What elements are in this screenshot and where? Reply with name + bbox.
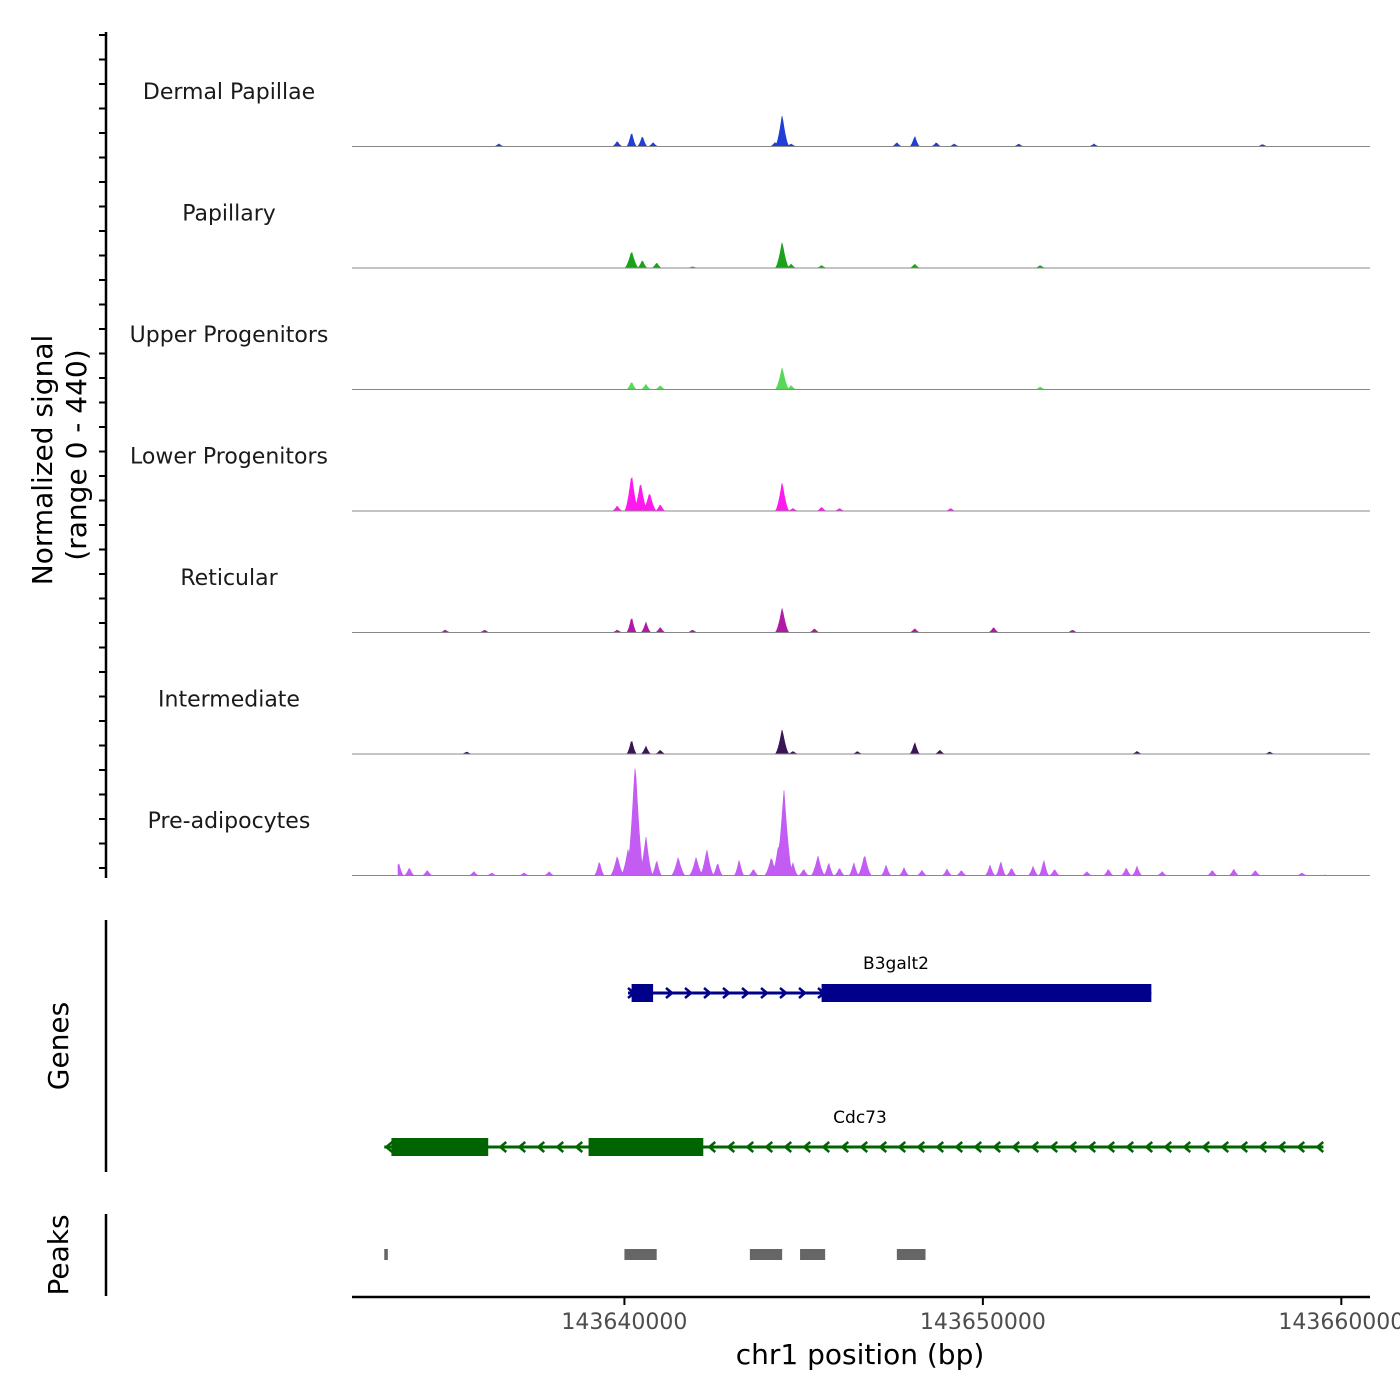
strand-chevron — [745, 1141, 755, 1153]
strand-chevron — [1296, 1141, 1306, 1153]
track-dermal-papillae: Dermal Papillae — [143, 80, 1370, 147]
strand-chevron — [536, 1141, 546, 1153]
track-label: Pre-adipocytes — [148, 809, 311, 834]
strand-chevron — [760, 987, 769, 999]
strand-chevron — [1030, 1141, 1040, 1153]
strand-chevron — [1125, 1141, 1135, 1153]
track-intermediate: Intermediate — [158, 688, 1370, 755]
strand-chevron — [1239, 1141, 1249, 1153]
strand-chevron — [1258, 1141, 1268, 1153]
gene-name-label: Cdc73 — [833, 1108, 887, 1128]
x-tick-label: 143640000 — [561, 1310, 687, 1335]
strand-chevron — [783, 1141, 793, 1153]
strand-chevron — [954, 1141, 964, 1153]
x-tick-label: 143660000 — [1278, 1310, 1400, 1335]
strand-chevron — [726, 1141, 736, 1153]
strand-chevron — [1011, 1141, 1021, 1153]
strand-chevron — [821, 1141, 831, 1153]
strand-chevron — [779, 987, 788, 999]
track-upper-progenitors: Upper Progenitors — [130, 323, 1370, 390]
peak-region — [624, 1249, 657, 1260]
track-label: Upper Progenitors — [130, 323, 329, 348]
gene-annotation: B3galt2 Cdc73 — [384, 954, 1325, 1156]
gene-exon — [631, 984, 654, 1002]
peak-region — [749, 1249, 783, 1260]
coverage-area — [398, 242, 1325, 269]
strand-chevron — [665, 987, 674, 999]
coverage-area — [398, 477, 1325, 512]
gene-b3galt2: B3galt2 — [627, 954, 1152, 1002]
strand-chevron — [741, 987, 750, 999]
strand-chevron — [722, 987, 731, 999]
strand-chevron — [707, 1141, 717, 1153]
strand-chevron — [517, 1141, 527, 1153]
track-reticular: Reticular — [180, 566, 1370, 633]
strand-chevron — [840, 1141, 850, 1153]
strand-chevron — [1277, 1141, 1287, 1153]
strand-chevron — [992, 1141, 1002, 1153]
strand-chevron — [1068, 1141, 1078, 1153]
gene-cdc73: Cdc73 — [384, 1108, 1325, 1156]
peak-region — [384, 1249, 388, 1260]
peak-regions — [384, 1249, 926, 1260]
track-lower-progenitors: Lower Progenitors — [130, 445, 1370, 512]
strand-chevron — [498, 1141, 508, 1153]
peak-region — [896, 1249, 926, 1260]
track-label: Intermediate — [158, 688, 300, 713]
track-label: Dermal Papillae — [143, 80, 315, 105]
coverage-area — [398, 367, 1325, 390]
strand-chevron — [935, 1141, 945, 1153]
gene-exon — [588, 1138, 704, 1156]
strand-chevron — [973, 1141, 983, 1153]
peak-region — [800, 1249, 826, 1260]
strand-chevron — [1201, 1141, 1211, 1153]
signal-axis-ticks — [99, 34, 106, 869]
strand-chevron — [384, 1141, 394, 1153]
signal-axis-range: (range 0 - 440) — [60, 349, 93, 560]
strand-chevron — [897, 1141, 907, 1153]
strand-chevron — [802, 1141, 812, 1153]
strand-chevron — [764, 1141, 774, 1153]
strand-chevron — [555, 1141, 565, 1153]
coverage-area — [397, 768, 1326, 876]
peaks-axis-title: Peaks — [42, 1214, 75, 1295]
strand-chevron — [1163, 1141, 1173, 1153]
strand-chevron — [1315, 1141, 1325, 1153]
strand-chevron — [916, 1141, 926, 1153]
track-label: Papillary — [182, 202, 276, 227]
coverage-tracks: Dermal Papillae Papillary Upper Progenitor… — [130, 80, 1370, 876]
strand-chevron — [684, 987, 693, 999]
coverage-area — [398, 116, 1325, 147]
gene-exon — [391, 1138, 489, 1156]
signal-axis-title: Normalized signal — [26, 335, 59, 586]
x-tick-label: 143650000 — [920, 1310, 1046, 1335]
strand-chevron — [1144, 1141, 1154, 1153]
strand-chevron — [1087, 1141, 1097, 1153]
x-axis-title: chr1 position (bp) — [736, 1338, 985, 1371]
track-label: Lower Progenitors — [130, 445, 328, 470]
gene-name-label: B3galt2 — [863, 954, 929, 974]
strand-chevron — [703, 987, 712, 999]
strand-chevron — [878, 1141, 888, 1153]
strand-chevron — [574, 1141, 584, 1153]
strand-chevron — [1220, 1141, 1230, 1153]
strand-chevron — [1182, 1141, 1192, 1153]
genes-axis-title: Genes — [42, 1002, 75, 1090]
track-papillary: Papillary — [182, 202, 1370, 269]
gene-exon — [821, 984, 1152, 1002]
x-axis-ticks: 143640000 143650000 143660000 — [561, 1297, 1400, 1335]
strand-chevron — [1106, 1141, 1116, 1153]
strand-chevron — [1049, 1141, 1059, 1153]
track-label: Reticular — [180, 566, 278, 591]
strand-chevron — [859, 1141, 869, 1153]
track-pre-adipocytes: Pre-adipocytes — [148, 768, 1370, 876]
coverage-area — [398, 608, 1325, 633]
coverage-area — [398, 729, 1325, 755]
strand-chevron — [798, 987, 807, 999]
